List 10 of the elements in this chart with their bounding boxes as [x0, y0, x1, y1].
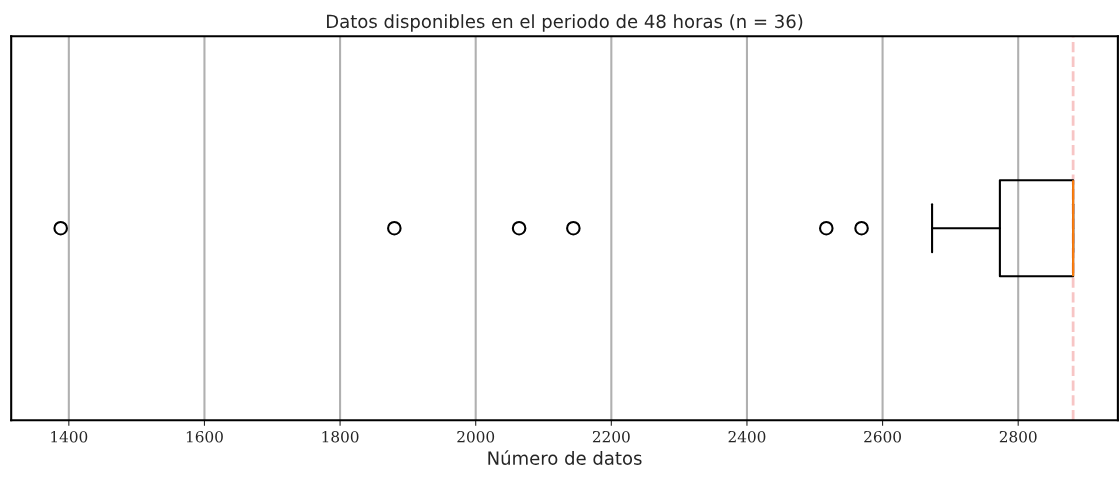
x-tick-label: 2200 — [592, 430, 630, 443]
x-tick-label: 2000 — [457, 430, 495, 443]
x-tick-label: 2400 — [728, 430, 766, 443]
x-tick-label: 1400 — [51, 430, 88, 443]
x-tick-label: 2800 — [999, 430, 1037, 443]
x-tick-label: 2600 — [864, 430, 901, 443]
x-axis-title: Número de datos — [488, 450, 642, 465]
chart-title: Datos disponibles en el periodo de 48 horas (n = 36) — [327, 14, 803, 32]
x-tick-label: 1600 — [186, 430, 223, 443]
x-tick-label: 1800 — [322, 430, 359, 443]
